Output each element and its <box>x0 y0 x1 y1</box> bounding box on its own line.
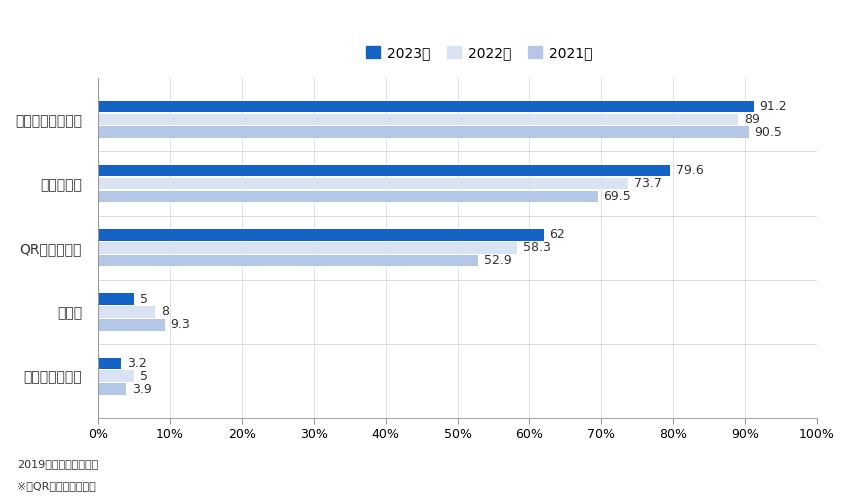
Bar <box>98 126 749 138</box>
Text: 58.3: 58.3 <box>523 241 551 254</box>
Text: 79.6: 79.6 <box>676 164 704 177</box>
Text: 3.9: 3.9 <box>132 382 151 395</box>
Bar <box>98 371 134 382</box>
Legend: 2023年, 2022年, 2021年: 2023年, 2022年, 2021年 <box>360 40 598 65</box>
Text: 2019年度調査より追加: 2019年度調査より追加 <box>17 459 99 469</box>
Text: ※「QRコード決済」は: ※「QRコード決済」は <box>17 481 96 491</box>
Bar <box>98 114 738 125</box>
Bar <box>98 255 479 266</box>
Bar <box>98 190 598 202</box>
Bar <box>98 101 754 112</box>
Text: 62: 62 <box>550 228 565 242</box>
Text: 5: 5 <box>139 370 148 382</box>
Bar <box>98 178 628 189</box>
Text: 91.2: 91.2 <box>760 100 787 113</box>
Bar <box>98 358 121 369</box>
Bar <box>98 306 156 318</box>
Text: 52.9: 52.9 <box>484 254 512 267</box>
Text: 9.3: 9.3 <box>171 318 190 331</box>
Text: 8: 8 <box>162 306 169 318</box>
Bar <box>98 229 544 241</box>
Bar <box>98 293 134 305</box>
Bar <box>98 383 126 395</box>
Text: 73.7: 73.7 <box>634 177 661 190</box>
Text: 69.5: 69.5 <box>604 190 632 203</box>
Bar <box>98 319 165 330</box>
Text: 90.5: 90.5 <box>755 125 782 138</box>
Bar <box>98 165 671 177</box>
Text: 3.2: 3.2 <box>127 357 146 370</box>
Text: 5: 5 <box>139 293 148 306</box>
Bar <box>98 242 517 253</box>
Text: 89: 89 <box>744 113 760 126</box>
